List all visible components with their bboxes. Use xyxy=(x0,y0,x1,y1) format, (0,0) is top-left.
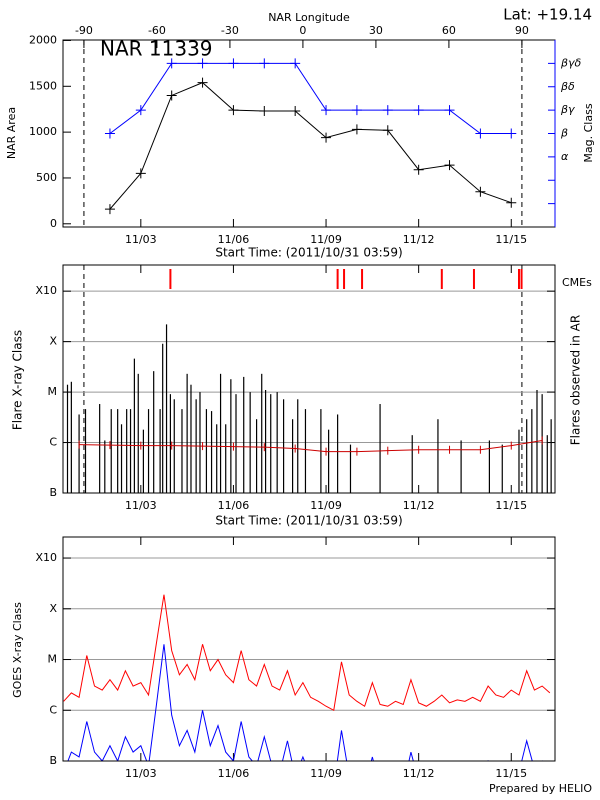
series-line xyxy=(79,439,543,453)
x-tick-label: 11/15 xyxy=(495,767,527,780)
y2-tick-label: β xyxy=(560,127,568,140)
marker xyxy=(290,106,301,117)
x-tick-label: 11/03 xyxy=(125,767,157,780)
x-axis-label: Start Time: (2011/10/31 03:59) xyxy=(215,514,402,528)
x-tick-label: 11/09 xyxy=(310,499,342,512)
marker xyxy=(351,124,362,135)
x-tick-label: 11/06 xyxy=(218,233,250,246)
marker xyxy=(506,128,517,139)
marker xyxy=(475,186,486,197)
x-tick-label: 11/06 xyxy=(218,499,250,512)
marker xyxy=(290,58,301,69)
plot-frame xyxy=(62,264,556,494)
marker xyxy=(135,105,146,116)
marker xyxy=(104,204,115,215)
y2-tick-label: βγ xyxy=(560,103,575,116)
y2-tick-label: βγδ xyxy=(560,56,582,69)
marker xyxy=(382,105,393,116)
x-tick-label: 11/15 xyxy=(495,499,527,512)
y-axis-label: NAR Area xyxy=(5,107,18,159)
x2-tick-label: 30 xyxy=(369,24,383,37)
marker xyxy=(413,164,424,175)
marker xyxy=(321,105,332,116)
marker xyxy=(413,105,424,116)
x-tick-label: 11/12 xyxy=(403,499,435,512)
y-axis-label: GOES X-ray Class xyxy=(11,602,24,698)
series xyxy=(67,644,543,761)
plot-frame xyxy=(62,536,556,762)
y-tick-label: 500 xyxy=(36,171,57,184)
x-tick-label: 11/03 xyxy=(125,499,157,512)
x-tick-label: 11/12 xyxy=(403,767,435,780)
x2-tick-label: -30 xyxy=(221,24,239,37)
y2-axis-label: Flares observed in AR xyxy=(569,315,583,445)
marker xyxy=(475,128,486,139)
y-tick-label: X xyxy=(49,335,57,348)
marker xyxy=(228,105,239,116)
marker xyxy=(351,105,362,116)
latitude: Lat: +19.14 xyxy=(503,6,592,24)
marker xyxy=(166,90,177,101)
y-tick-label: C xyxy=(49,436,57,449)
marker xyxy=(506,197,517,208)
x-tick-label: 11/12 xyxy=(403,233,435,246)
credit: Prepared by HELIO xyxy=(489,782,592,795)
y-tick-label: 1500 xyxy=(29,79,57,92)
marker xyxy=(259,58,270,69)
marker xyxy=(444,160,455,171)
series-line xyxy=(63,594,551,712)
events-label: CMEs xyxy=(562,276,592,289)
series-line xyxy=(67,644,543,761)
series-line xyxy=(109,62,512,134)
x2-tick-label: -60 xyxy=(148,24,166,37)
y2-axis-label: Mag. Class xyxy=(582,103,595,162)
y-tick-label: X10 xyxy=(35,284,57,297)
x2-tick-label: 60 xyxy=(442,24,456,37)
y2-tick-label: βδ xyxy=(560,80,575,93)
x-axis-label: Start Time: (2011/10/31 03:59) xyxy=(215,246,402,260)
marker xyxy=(228,58,239,69)
series xyxy=(104,58,517,139)
series xyxy=(66,324,552,493)
y-tick-label: 0 xyxy=(50,217,57,230)
y-tick-label: X10 xyxy=(35,551,57,564)
x-tick-label: 11/09 xyxy=(310,233,342,246)
series-line xyxy=(109,82,512,210)
y-tick-label: 2000 xyxy=(29,33,57,46)
marker xyxy=(444,105,455,116)
marker xyxy=(104,128,115,139)
y-tick-label: M xyxy=(48,653,58,666)
y-tick-label: B xyxy=(49,486,57,499)
x-tick-label: 11/09 xyxy=(310,767,342,780)
marker xyxy=(135,168,146,179)
x2-tick-label: -90 xyxy=(75,24,93,37)
series xyxy=(104,77,517,215)
series xyxy=(63,594,551,712)
x-tick-label: 11/03 xyxy=(125,233,157,246)
marker xyxy=(197,77,208,88)
marker xyxy=(321,132,332,143)
marker xyxy=(259,106,270,117)
y-axis-label: Flare X-ray Class xyxy=(11,330,25,430)
y-tick-label: M xyxy=(48,385,58,398)
marker xyxy=(166,58,177,69)
x-tick-label: 11/06 xyxy=(218,767,250,780)
y-tick-label: C xyxy=(49,703,57,716)
y-tick-label: X xyxy=(49,602,57,615)
y2-tick-label: α xyxy=(561,150,569,163)
x2-tick-label: 0 xyxy=(299,24,306,37)
x2-tick-label: 90 xyxy=(515,24,529,37)
series xyxy=(78,436,543,456)
marker xyxy=(382,125,393,136)
x2-axis-label: NAR Longitude xyxy=(268,11,350,24)
y-tick-label: B xyxy=(49,754,57,767)
y-tick-label: 1000 xyxy=(29,125,57,138)
x-tick-label: 11/15 xyxy=(495,233,527,246)
marker xyxy=(197,58,208,69)
